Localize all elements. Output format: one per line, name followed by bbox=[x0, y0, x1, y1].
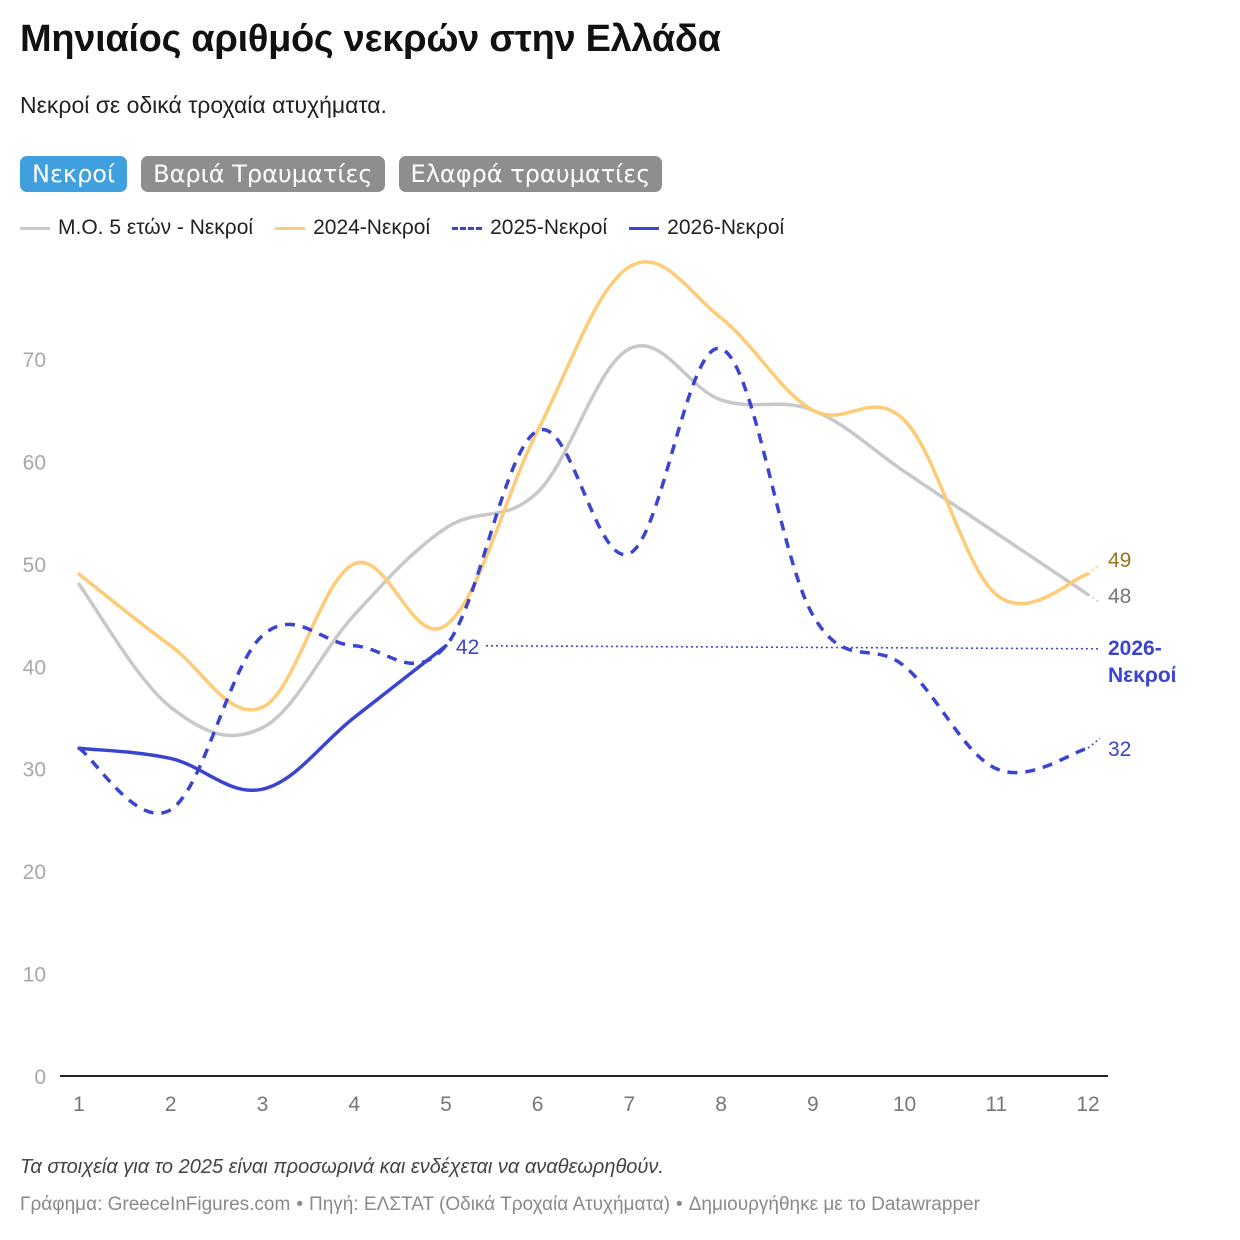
x-tick-label-10: 10 bbox=[893, 1093, 916, 1116]
tab-baria-travmaties[interactable]: Βαριά Τραυματίες bbox=[141, 156, 385, 192]
series-end-label-2026: 2026- bbox=[1108, 637, 1162, 660]
chart-footer: Γράφημα: GreeceInFigures.com • Πηγή: ΕΛΣΤΑ… bbox=[20, 1194, 980, 1216]
series-end-connector-avg bbox=[1087, 593, 1101, 604]
series-end-connector-2024 bbox=[1087, 563, 1101, 575]
legend-swatch-2025 bbox=[452, 226, 483, 230]
x-tick-label-6: 6 bbox=[532, 1093, 544, 1116]
footer-source: Πηγή: ΕΛΣΤΑΤ (Οδικά Τροχαία Ατυχήματα) bbox=[308, 1194, 671, 1215]
x-tick-label-9: 9 bbox=[807, 1093, 819, 1116]
legend-item-2025: 2025-Νεκροί bbox=[452, 216, 607, 240]
series-end-label-avg: 48 bbox=[1108, 585, 1131, 608]
y-tick-label-30: 30 bbox=[23, 759, 46, 782]
series-line-avg bbox=[77, 344, 1090, 738]
x-tick-label-8: 8 bbox=[715, 1093, 727, 1116]
legend-item-2026: 2026-Νεκροί bbox=[629, 216, 784, 240]
chart-note: Τα στοιχεία για το 2025 είναι προσωρινά … bbox=[20, 1156, 664, 1178]
chart-title: Μηνιαίος αριθμός νεκρών στην Ελλάδα bbox=[20, 18, 721, 60]
y-tick-label-0: 0 bbox=[34, 1066, 46, 1089]
series-end-label-2025: 32 bbox=[1108, 738, 1131, 761]
legend-label-2025: 2025-Νεκροί bbox=[490, 216, 608, 239]
footer-datawrapper: Δημιουργήθηκε με το Datawrapper bbox=[688, 1194, 980, 1215]
legend-swatch-avg bbox=[20, 226, 50, 230]
x-tick-label-12: 12 bbox=[1076, 1093, 1099, 1116]
series-end-label-2026: Νεκροί bbox=[1108, 664, 1177, 687]
legend-label-2024: 2024-Νεκροί bbox=[313, 216, 431, 239]
legend-swatch-2026 bbox=[629, 226, 660, 230]
legend-item-avg: Μ.Ο. 5 ετών - Νεκροί bbox=[20, 216, 253, 240]
chart-subtitle: Νεκροί σε οδικά τροχαία ατυχήματα. bbox=[20, 92, 387, 118]
series-line-2025 bbox=[77, 346, 1089, 815]
series-2026-reference-line bbox=[485, 644, 1101, 650]
metric-tabs: Νεκροί Βαριά Τραυματίες Ελαφρά τραυματίε… bbox=[20, 156, 663, 192]
x-tick-label-5: 5 bbox=[440, 1093, 452, 1116]
x-tick-label-1: 1 bbox=[73, 1093, 85, 1116]
legend-label-2026: 2026-Νεκροί bbox=[667, 216, 785, 239]
footer-graph-credit: Γράφημα: GreeceInFigures.com bbox=[20, 1194, 291, 1215]
y-tick-label-40: 40 bbox=[23, 656, 46, 679]
legend-label-avg: Μ.Ο. 5 ετών - Νεκροί bbox=[58, 216, 254, 239]
y-tick-label-70: 70 bbox=[23, 349, 46, 372]
x-tick-label-3: 3 bbox=[257, 1093, 269, 1116]
x-tick-label-11: 11 bbox=[985, 1093, 1007, 1116]
y-tick-label-50: 50 bbox=[23, 554, 46, 577]
legend-item-2024: 2024-Νεκροί bbox=[275, 216, 430, 240]
x-tick-label-2: 2 bbox=[165, 1093, 177, 1116]
series-line-2024 bbox=[77, 260, 1090, 712]
x-tick-label-7: 7 bbox=[624, 1093, 636, 1116]
series-end-connector-2025 bbox=[1087, 737, 1101, 749]
footer-separator: • bbox=[296, 1194, 303, 1215]
series-end-label-2024: 49 bbox=[1108, 549, 1131, 572]
chart-legend: Μ.Ο. 5 ετών - Νεκροί 2024-Νεκροί 2025-Νε… bbox=[20, 216, 784, 240]
series-2026-last-value-label: 42 bbox=[456, 636, 479, 659]
tab-nekroi[interactable]: Νεκροί bbox=[20, 156, 128, 192]
x-tick-label-4: 4 bbox=[348, 1093, 360, 1116]
y-tick-label-60: 60 bbox=[23, 451, 46, 474]
y-tick-label-10: 10 bbox=[23, 964, 46, 987]
legend-swatch-2024 bbox=[275, 226, 306, 230]
tab-elafra-travmaties[interactable]: Ελαφρά τραυματίες bbox=[398, 156, 663, 192]
series-line-2026 bbox=[77, 644, 448, 793]
y-tick-label-20: 20 bbox=[23, 861, 46, 884]
footer-separator: • bbox=[676, 1194, 683, 1215]
